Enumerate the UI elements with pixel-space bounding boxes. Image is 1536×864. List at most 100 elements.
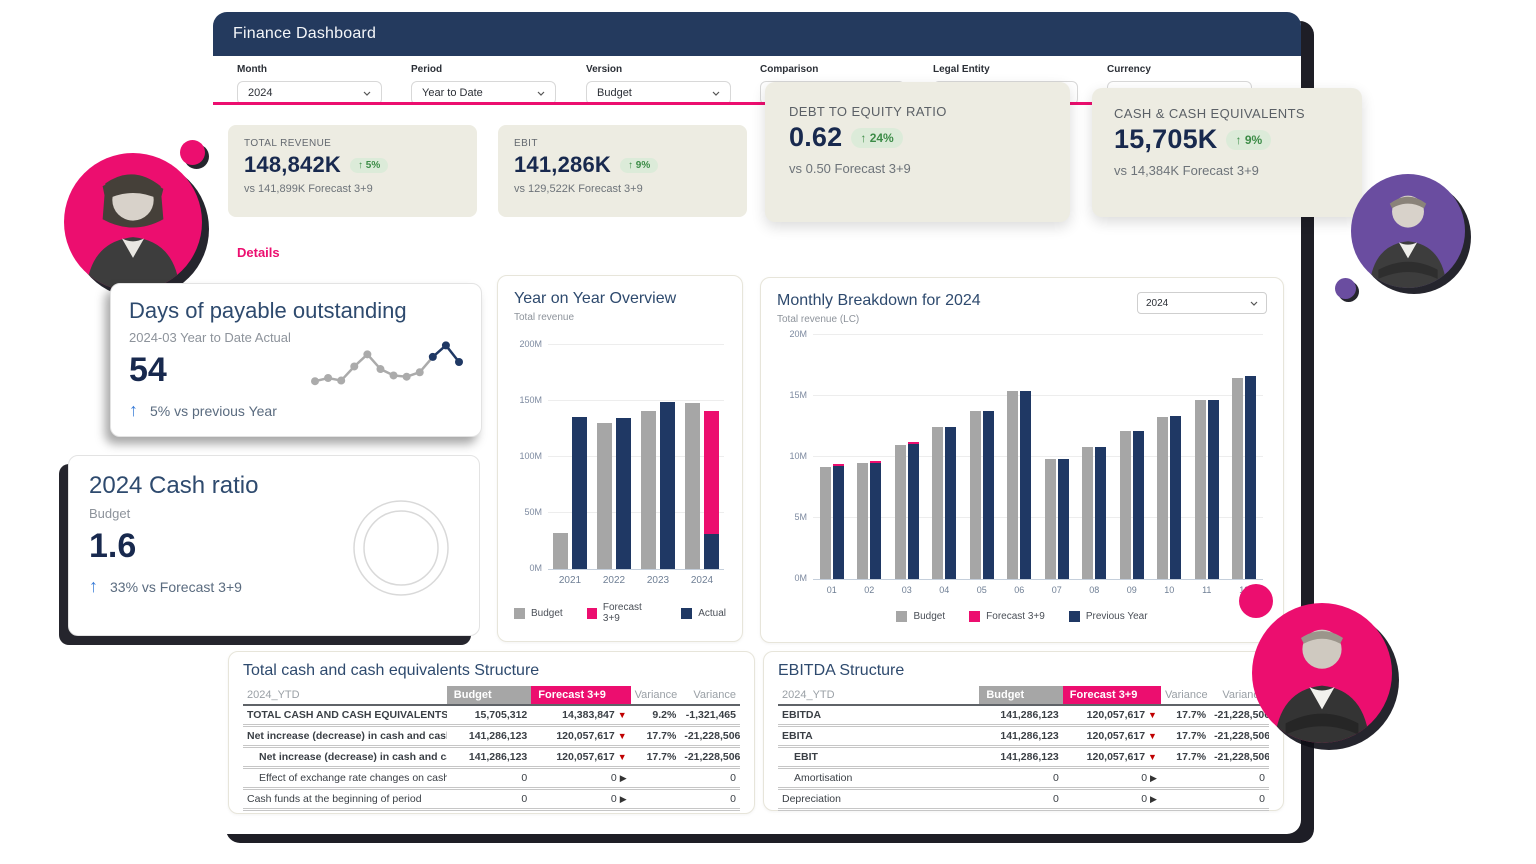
gauge-rings-icon <box>353 500 449 596</box>
bar <box>1245 376 1257 579</box>
cash-ratio-card: 2024 Cash ratio Budget 1.6 ↑ 33% vs Fore… <box>68 455 480 636</box>
gridline <box>548 400 724 401</box>
yoy-plot-area: 0M 50M 100M 150M 200M <box>519 339 724 573</box>
gridline <box>548 344 724 345</box>
bar-segment-forecast-3+9 <box>704 411 719 535</box>
variance-value: 0 <box>1210 767 1269 790</box>
kpi-card-debt-to-equity: DEBT TO EQUITY RATIO 0.62 ↑ 24% vs 0.50 … <box>765 82 1070 222</box>
bar <box>969 410 981 579</box>
bar-segment-budget <box>641 411 656 569</box>
metric-value: 54 <box>129 351 167 389</box>
month-select-value: 2024 <box>248 87 273 99</box>
y-tick-label: 200M <box>519 339 542 349</box>
column-header: Budget <box>979 686 1063 706</box>
bar <box>894 444 906 579</box>
variance-pct <box>630 788 681 811</box>
month-select[interactable]: 2024 <box>237 81 382 105</box>
details-link[interactable]: Details <box>237 245 280 260</box>
x-tick-label: 10 <box>1164 585 1175 595</box>
bar <box>1157 416 1169 579</box>
budget-value: 0 <box>446 767 532 790</box>
forecast-value: 120,057,617 ▼ <box>1062 746 1161 769</box>
year-select[interactable]: 2024 <box>1137 292 1267 314</box>
row-label: Effect of exchange rate changes on cash <box>243 767 447 790</box>
bar-segment-forecast-3+9 <box>832 464 844 467</box>
bar <box>1194 399 1206 579</box>
kpi-card-cash-equivalents: CASH & CASH EQUIVALENTS 15,705K ↑ 9% vs … <box>1092 88 1362 217</box>
forecast-value: 120,057,617 ▼ <box>531 725 631 748</box>
bar <box>641 411 656 569</box>
down-triangle-icon: ▼ <box>617 731 627 741</box>
legend-label: Previous Year <box>1085 611 1148 622</box>
legend-label: Actual <box>698 607 726 619</box>
kpi-trend-badge: ↑ 24% <box>851 127 903 148</box>
chevron-down-icon <box>712 91 720 96</box>
gridline <box>813 395 1263 396</box>
year-select-value: 2024 <box>1146 297 1169 309</box>
metric-title: 2024 Cash ratio <box>89 472 259 499</box>
metric-value: 1.6 <box>89 527 137 565</box>
bar-segment-previous-year <box>907 444 919 579</box>
kpi-value: 0.62 <box>789 122 843 152</box>
bar <box>945 426 957 579</box>
period-select[interactable]: Year to Date <box>411 81 556 105</box>
y-tick-label: 5M <box>794 512 807 522</box>
kpi-value: 15,705K <box>1114 124 1218 154</box>
bar <box>660 402 675 569</box>
row-label: Depreciation <box>778 788 980 811</box>
kpi-label: CASH & CASH EQUIVALENTS <box>1114 106 1306 121</box>
bar-segment-forecast-3+9 <box>870 461 882 464</box>
x-tick-label: 05 <box>976 585 987 595</box>
chart-title: Year on Year Overview <box>514 290 677 307</box>
gridline <box>813 334 1263 335</box>
variance-value: 0 <box>1210 788 1269 811</box>
kpi-label: EBIT <box>514 138 538 149</box>
table-row: Cash funds at the beginning of period 0 0 ▶… <box>243 788 740 811</box>
bar-group <box>1001 335 1039 579</box>
right-triangle-icon: ▶ <box>1150 794 1157 804</box>
y-tick-label: 20M <box>789 329 807 339</box>
table-row: TOTAL CASH AND CASH EQUIVALENTS 15,705,31… <box>243 705 740 727</box>
row-label: Net increase (decrease) in cash and cash… <box>243 725 447 748</box>
bar <box>1207 399 1219 579</box>
bar-segment-previous-year <box>945 426 957 579</box>
bar-segment-budget <box>969 410 981 579</box>
dashboard-window: Finance Dashboard Month 2024 Period Year… <box>213 12 1362 834</box>
up-arrow-icon: ↑ <box>358 159 364 171</box>
bar-segment-budget <box>1157 416 1169 579</box>
kpi-value: 141,286K <box>514 152 612 177</box>
bar-segment-actual <box>660 402 675 569</box>
bar <box>870 461 882 579</box>
table-row: EBITA 141,286,123 120,057,617 ▼ 17.7% -21,228… <box>778 725 1269 748</box>
kpi-trend-badge: ↑ 9% <box>1226 129 1272 150</box>
budget-value: 0 <box>979 767 1063 790</box>
ebitda-structure-table-card: EBITDA Structure 2024_YTD Budget Forecast … <box>763 651 1284 811</box>
filter-comparison-label: Comparison <box>760 64 819 75</box>
down-triangle-icon: ▼ <box>617 752 627 762</box>
bar-group <box>1226 335 1264 579</box>
gridline <box>548 456 724 457</box>
x-tick-label: 2021 <box>558 575 582 586</box>
legend-label: Forecast 3+9 <box>602 602 642 624</box>
budget-value: 0 <box>446 788 532 811</box>
bar <box>932 426 944 579</box>
bar <box>907 442 919 579</box>
bar-groups <box>813 335 1263 579</box>
kpi-trend-badge: ↑ 5% <box>350 157 389 173</box>
filter-currency-label: Currency <box>1107 64 1151 75</box>
bar <box>819 466 831 579</box>
chart-title: Monthly Breakdown for 2024 <box>777 292 981 309</box>
bar-segment-budget <box>1082 447 1094 579</box>
variance-value: -21,228,506 <box>1210 725 1269 748</box>
filter-version-label: Version <box>586 64 623 75</box>
column-header-chip: Forecast 3+9 <box>1062 686 1161 703</box>
column-header: Variance % <box>1160 686 1211 706</box>
variance-value: -21,228,506 <box>1210 705 1269 727</box>
bar <box>857 463 869 579</box>
metric-subtitle: Budget <box>89 506 131 521</box>
bar-segment-budget <box>819 466 831 579</box>
legend-label: Budget <box>531 607 563 619</box>
x-tick-label: 09 <box>1126 585 1137 595</box>
